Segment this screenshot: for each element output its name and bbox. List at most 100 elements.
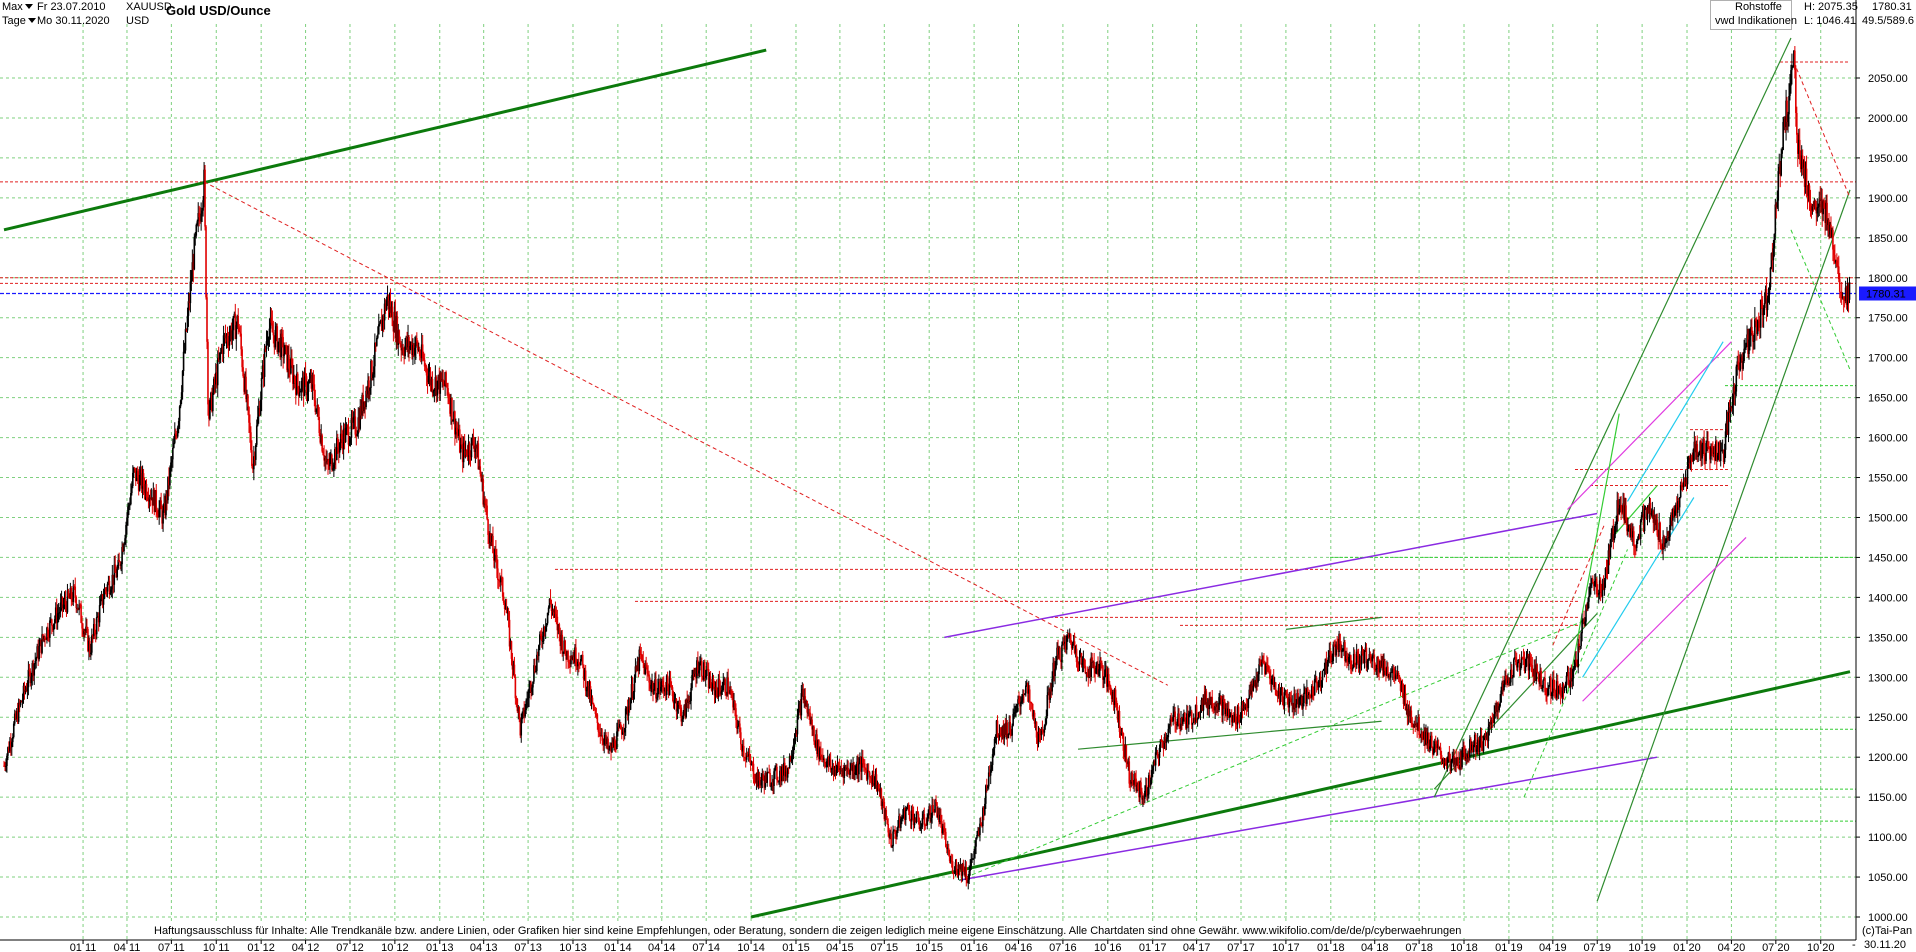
candle-body bbox=[55, 607, 58, 624]
candle-body bbox=[979, 823, 981, 836]
candle-body bbox=[567, 651, 569, 662]
candle-body bbox=[512, 664, 515, 670]
interval-selector[interactable]: Tage bbox=[2, 15, 39, 27]
candle-body bbox=[450, 397, 452, 414]
candle-body bbox=[995, 720, 998, 738]
candle-body bbox=[1166, 737, 1169, 740]
candle-body bbox=[751, 762, 754, 764]
candle-body bbox=[721, 690, 724, 692]
candle-body bbox=[226, 335, 229, 342]
candle-body bbox=[41, 634, 43, 653]
trendline bbox=[1582, 537, 1747, 702]
candle-body bbox=[1708, 446, 1710, 448]
candle-body bbox=[420, 344, 423, 359]
candle-body bbox=[1392, 668, 1395, 674]
candle-body bbox=[426, 375, 429, 383]
candle-body bbox=[727, 677, 729, 692]
candle-body bbox=[1811, 205, 1814, 211]
candle-body bbox=[368, 380, 370, 391]
candle-body bbox=[903, 807, 906, 820]
candle-body bbox=[1826, 202, 1828, 225]
candle-body bbox=[481, 478, 484, 482]
candle-body bbox=[613, 739, 615, 748]
candle-body bbox=[339, 433, 342, 444]
candle-body bbox=[1471, 744, 1474, 752]
candle-body bbox=[233, 313, 236, 317]
candle-body bbox=[1208, 699, 1211, 709]
candle-body bbox=[23, 685, 26, 692]
candle-body bbox=[313, 384, 316, 401]
candle-body bbox=[680, 707, 683, 722]
candle-body bbox=[1099, 660, 1101, 670]
candle-body bbox=[524, 710, 526, 717]
y-tick-label: 1150.00 bbox=[1868, 792, 1907, 804]
candle-body bbox=[1612, 528, 1615, 541]
candle-body bbox=[1756, 319, 1759, 334]
candle-body bbox=[1839, 291, 1842, 293]
candle-body bbox=[79, 604, 81, 606]
candle-body bbox=[945, 846, 948, 849]
candle-body bbox=[63, 599, 66, 605]
candle-body bbox=[1674, 504, 1677, 511]
candle-body bbox=[1337, 645, 1339, 653]
candle-body bbox=[1304, 689, 1306, 693]
x-tick-label: 01 16 bbox=[960, 942, 988, 952]
candle-body bbox=[256, 416, 259, 426]
y-tick-label: 2050.00 bbox=[1868, 73, 1908, 85]
candle-body bbox=[781, 766, 783, 782]
candle-body bbox=[1635, 540, 1638, 548]
candle-body bbox=[698, 670, 700, 674]
candle-body bbox=[1736, 361, 1739, 367]
candle-body bbox=[784, 771, 787, 777]
x-tick-label: 04 19 bbox=[1539, 942, 1567, 952]
candle-body bbox=[1838, 279, 1841, 292]
grid bbox=[0, 24, 1856, 940]
candle-body bbox=[1262, 661, 1264, 663]
range-selector[interactable]: Max bbox=[2, 1, 36, 13]
candle-body bbox=[1094, 668, 1096, 674]
candle-body bbox=[213, 378, 215, 393]
candle-body bbox=[824, 763, 827, 768]
candle-body bbox=[1610, 533, 1613, 540]
candle-body bbox=[1676, 501, 1679, 513]
candle-body bbox=[282, 337, 284, 357]
candle-body bbox=[59, 602, 62, 612]
candle-body bbox=[89, 640, 91, 655]
candle-body bbox=[1664, 542, 1666, 548]
candle-body bbox=[1503, 683, 1505, 691]
candle-body bbox=[1818, 198, 1821, 207]
candle-body bbox=[1572, 669, 1575, 678]
candle-body bbox=[1019, 702, 1021, 707]
candle-body bbox=[515, 698, 518, 700]
candle-body bbox=[1372, 655, 1375, 657]
candle-body bbox=[49, 620, 51, 638]
x-tick-label: 07 18 bbox=[1405, 942, 1433, 952]
candle-body bbox=[143, 486, 146, 494]
candle-body bbox=[1557, 685, 1560, 694]
candle-body bbox=[1248, 689, 1251, 699]
candle-body bbox=[1061, 644, 1063, 663]
candle-body bbox=[352, 417, 355, 423]
candle-body bbox=[272, 332, 275, 336]
candle-body bbox=[1421, 733, 1423, 738]
candle-body bbox=[206, 297, 208, 342]
candle-body bbox=[779, 770, 781, 781]
candle-body bbox=[165, 493, 167, 516]
candle-body bbox=[1515, 662, 1518, 668]
candle-body bbox=[826, 756, 829, 762]
candle-body bbox=[963, 871, 966, 875]
candle-body bbox=[363, 401, 365, 412]
candle-body bbox=[884, 809, 887, 820]
candle-body bbox=[1657, 535, 1660, 540]
candle-body bbox=[1832, 229, 1834, 250]
candle-body bbox=[1277, 687, 1280, 697]
candle-body bbox=[1259, 664, 1261, 666]
candle-body bbox=[1144, 790, 1146, 799]
candle-body bbox=[911, 810, 914, 814]
candle-body bbox=[286, 345, 288, 371]
candle-body bbox=[1772, 248, 1775, 261]
candle-body bbox=[1467, 754, 1469, 758]
candle-body bbox=[749, 759, 752, 766]
candle-body bbox=[92, 623, 95, 636]
